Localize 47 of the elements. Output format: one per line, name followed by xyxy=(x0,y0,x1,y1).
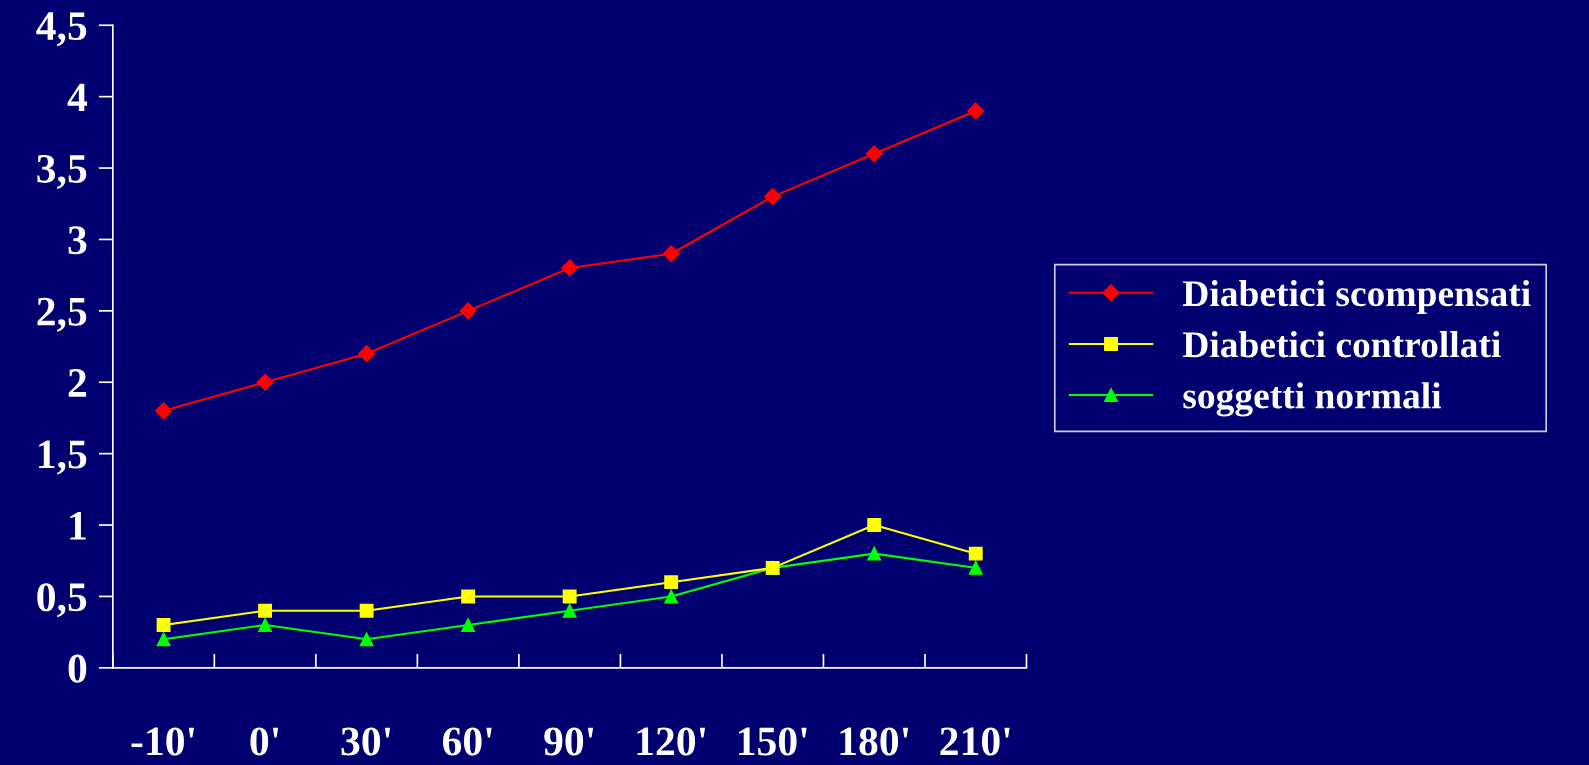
x-tick-label: 30' xyxy=(341,727,391,756)
legend-label: soggetti normali xyxy=(1183,382,1442,417)
point xyxy=(764,188,782,206)
point xyxy=(968,560,983,575)
point xyxy=(562,589,577,604)
point xyxy=(561,259,579,277)
point xyxy=(459,302,477,320)
y-tick-label: 2,5 xyxy=(37,297,87,332)
y-tick-label: 3,5 xyxy=(37,154,87,189)
point xyxy=(664,589,679,604)
point xyxy=(867,518,882,532)
point xyxy=(359,632,374,647)
point xyxy=(967,102,985,120)
y-tick-label: 3 xyxy=(68,226,87,255)
point xyxy=(968,546,983,561)
y-tick-label: 1 xyxy=(70,511,86,540)
point xyxy=(662,245,680,263)
point xyxy=(155,402,173,420)
point xyxy=(258,618,273,632)
point xyxy=(664,575,679,590)
point xyxy=(865,145,883,163)
point xyxy=(461,618,476,632)
point xyxy=(461,589,476,604)
point xyxy=(562,603,577,618)
y-tick-label: 4,5 xyxy=(36,12,87,47)
y-tick-label: 1,5 xyxy=(39,440,87,475)
y-tick-label: 0 xyxy=(68,654,87,683)
x-tick-label: 150' xyxy=(739,727,807,756)
point xyxy=(358,345,376,363)
x-tick-label: 180' xyxy=(840,727,909,756)
point xyxy=(258,603,273,618)
legend-label: Diabetici controllati xyxy=(1182,331,1501,358)
y-tick-label: 4 xyxy=(67,83,88,112)
y-tick-label: 0,5 xyxy=(37,583,87,618)
point xyxy=(359,603,374,618)
point xyxy=(156,618,171,632)
x-tick-label: 210' xyxy=(940,727,1010,756)
y-tick-label: 2 xyxy=(68,369,87,397)
x-tick-label: 0' xyxy=(250,727,279,756)
x-tick-label: -10' xyxy=(131,727,194,756)
x-tick-label: 90' xyxy=(544,727,594,756)
x-tick-label: 60' xyxy=(442,727,492,756)
point xyxy=(867,546,882,561)
point xyxy=(256,373,274,391)
x-tick-label: 120' xyxy=(637,727,706,756)
legend-label: Diabetici scompensati xyxy=(1182,279,1531,314)
point xyxy=(156,632,171,647)
